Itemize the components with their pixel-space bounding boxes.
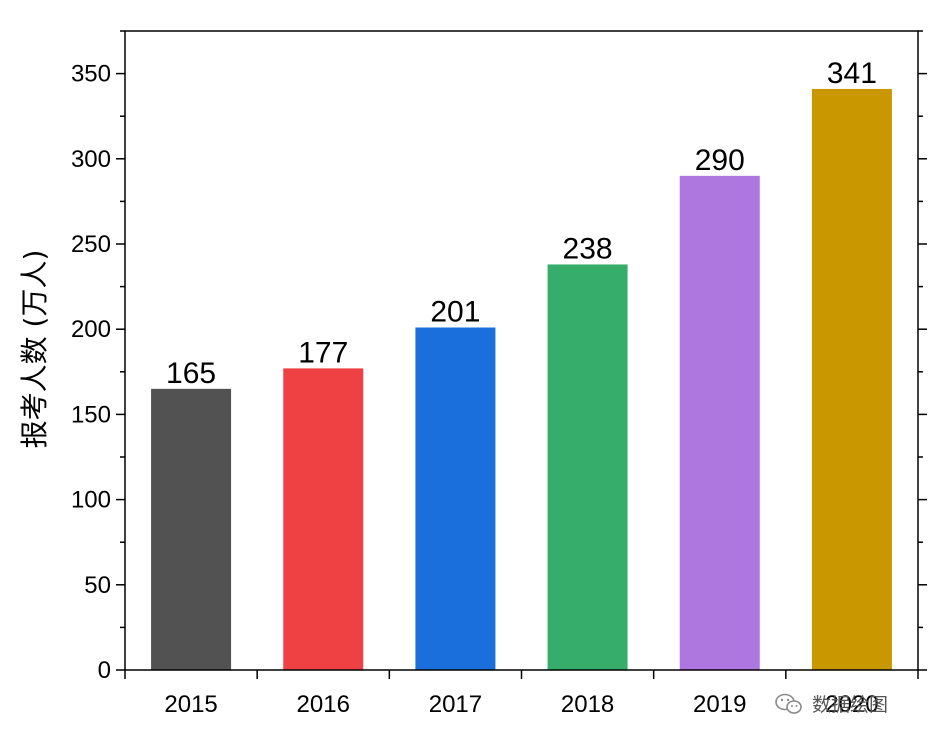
data-label-2015: 165: [166, 357, 216, 390]
y-tick-label-350: 350: [71, 61, 111, 88]
labels-layer: 165 2015 177 2016 201 2017 238 2018 290 2019 341 20…: [71, 57, 879, 718]
data-label-2017: 201: [430, 295, 480, 328]
y-tick-label-0: 0: [98, 657, 111, 684]
y-tick-label-50: 50: [84, 572, 111, 599]
x-tick-label-2015: 2015: [164, 691, 217, 718]
data-label-2018: 238: [563, 232, 613, 265]
y-tick-label-300: 300: [71, 146, 111, 173]
bar-2019: [679, 175, 760, 670]
watermark-text: 数据绘图: [812, 694, 888, 716]
y-tick-label-250: 250: [71, 231, 111, 258]
data-label-2019: 290: [695, 144, 745, 177]
x-tick-label-2020: 2020: [825, 691, 878, 718]
bar-2018: [547, 264, 628, 670]
x-tick-label-2018: 2018: [561, 691, 614, 718]
watermark: 数据绘图: [775, 693, 888, 716]
y-tick-label-150: 150: [71, 401, 111, 428]
axes-layer: [116, 30, 927, 679]
y-tick-label-100: 100: [71, 487, 111, 514]
x-tick-label-2016: 2016: [297, 691, 350, 718]
bar-2015: [151, 388, 232, 670]
y-tick-label-200: 200: [71, 316, 111, 343]
bar-2020: [811, 88, 892, 671]
data-label-2016: 177: [298, 336, 348, 369]
bar-2016: [283, 368, 364, 670]
y-axis-title: 报考人数 (万人): [18, 250, 51, 449]
plot-frame: [124, 30, 919, 671]
x-tick-label-2019: 2019: [693, 691, 746, 718]
bar-2017: [415, 327, 496, 670]
data-label-2020: 341: [827, 57, 877, 90]
wechat-icon: [775, 693, 802, 714]
x-tick-label-2017: 2017: [429, 691, 482, 718]
bars-layer: [151, 88, 892, 671]
